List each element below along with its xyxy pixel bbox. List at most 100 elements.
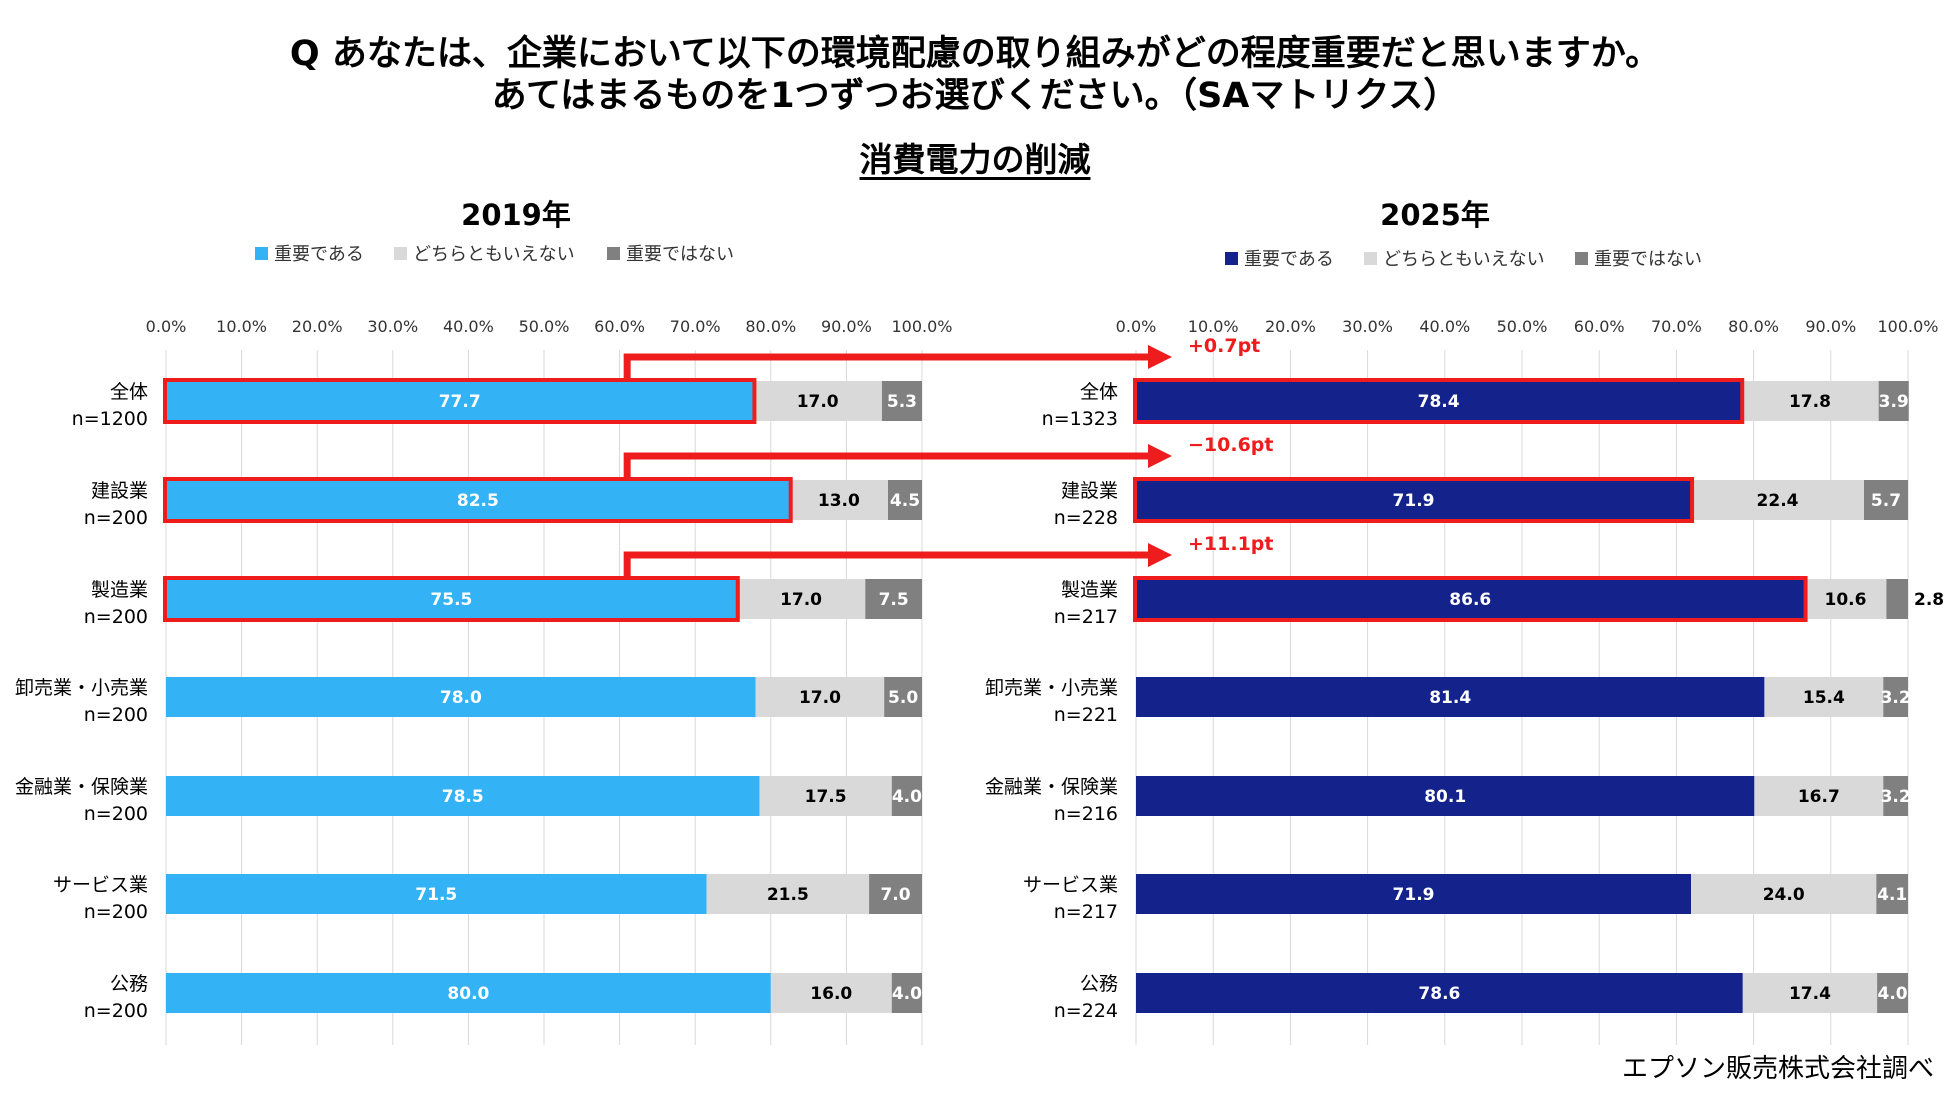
bar-value-label: 17.8: [1789, 392, 1831, 412]
bar-segment: [1878, 381, 1909, 421]
x-tick-label: 100.0%: [1877, 317, 1938, 336]
bar-value-label: 7.5: [879, 590, 909, 610]
bar-segment: [1136, 677, 1765, 717]
bar-segment: [869, 874, 922, 914]
bar-value-label: 4.0: [1877, 984, 1907, 1004]
bar-segment: [736, 579, 866, 619]
bar-segment: [865, 579, 922, 619]
bar-value-label: 81.4: [1429, 688, 1471, 708]
legend-swatch: [394, 247, 407, 260]
category-n: n=228: [1054, 507, 1118, 529]
x-tick-label: 70.0%: [1651, 317, 1702, 336]
change-arrow-head: [1148, 345, 1172, 369]
x-tick-label: 70.0%: [670, 317, 721, 336]
bar-value-label: 5.0: [888, 688, 918, 708]
bar-segment: [1136, 579, 1805, 619]
legend-label: どちらともいえない: [413, 244, 575, 265]
bar-segment: [1886, 579, 1908, 619]
bar-value-label: 2.8: [1914, 590, 1944, 610]
question-line-2: あてはまるものを1つずつお選びください。（SAマトリクス）: [491, 76, 1459, 116]
bar-segment: [755, 677, 885, 717]
legend-swatch: [1364, 252, 1377, 265]
x-tick-label: 80.0%: [745, 317, 796, 336]
highlight-frame: [1133, 378, 1745, 424]
bar-segment: [166, 677, 756, 717]
category-n: n=200: [84, 1000, 148, 1022]
change-arrow-line: [623, 551, 1152, 579]
bar-value-label: 78.6: [1418, 984, 1460, 1004]
source-note: エプソン販売株式会社調べ: [1621, 1054, 1934, 1084]
bar-segment: [891, 973, 922, 1013]
bar-segment: [1876, 874, 1908, 914]
bar-segment: [166, 973, 771, 1013]
x-tick-label: 0.0%: [1116, 317, 1157, 336]
bar-value-label: 21.5: [767, 885, 809, 905]
bar-segment: [706, 874, 870, 914]
bar-value-label: 4.1: [1877, 885, 1907, 905]
bar-value-label: 78.5: [442, 787, 484, 807]
bar-value-label: 71.5: [415, 885, 457, 905]
category-n: n=221: [1054, 704, 1118, 726]
category-label: 全体: [110, 381, 148, 403]
bar-value-label: 77.7: [439, 392, 481, 412]
x-tick-label: 0.0%: [146, 317, 187, 336]
legend-swatch: [1225, 252, 1238, 265]
bar-value-label: 3.2: [1881, 787, 1911, 807]
change-arrow-head: [1148, 444, 1172, 468]
category-n: n=200: [84, 901, 148, 923]
bar-value-label: 17.5: [805, 787, 847, 807]
bar-segment: [891, 776, 922, 816]
category-label: サービス業: [53, 874, 148, 896]
bar-segment: [1754, 776, 1884, 816]
bar-value-label: 16.0: [810, 984, 852, 1004]
bar-segment: [166, 480, 790, 520]
bar-segment: [1877, 973, 1908, 1013]
bar-value-label: 4.5: [890, 491, 920, 511]
x-tick-label: 90.0%: [1805, 317, 1856, 336]
x-tick-label: 10.0%: [216, 317, 267, 336]
change-annotation: −10.6pt: [1188, 434, 1273, 456]
bar-segment: [884, 677, 922, 717]
bar-segment: [166, 579, 737, 619]
legend-swatch: [255, 247, 268, 260]
bar-segment: [1136, 973, 1743, 1013]
bar-value-label: 80.0: [447, 984, 489, 1004]
bar-segment: [1764, 677, 1884, 717]
x-tick-label: 80.0%: [1728, 317, 1779, 336]
category-n: n=200: [84, 704, 148, 726]
category-n: n=1323: [1042, 408, 1118, 430]
panel-title: 2019年: [461, 198, 571, 232]
bar-value-label: 17.0: [780, 590, 822, 610]
highlight-frame: [1133, 477, 1695, 523]
bar-value-label: 71.9: [1393, 491, 1435, 511]
category-label: 建設業: [91, 480, 148, 502]
category-label: 製造業: [91, 579, 148, 601]
bar-segment: [881, 381, 922, 421]
category-label: 全体: [1080, 381, 1118, 403]
highlight-frame: [163, 378, 757, 424]
bar-segment: [1883, 677, 1908, 717]
bar-segment: [1883, 776, 1908, 816]
bar-segment: [1136, 480, 1692, 520]
legend-label: 重要である: [274, 244, 364, 265]
category-n: n=217: [1054, 606, 1118, 628]
bar-segment: [166, 874, 707, 914]
bar-segment: [1863, 480, 1908, 520]
change-arrow-head: [1148, 543, 1172, 567]
x-tick-label: 100.0%: [891, 317, 952, 336]
bar-value-label: 78.0: [440, 688, 482, 708]
bar-segment: [1136, 776, 1755, 816]
bar-value-label: 22.4: [1757, 491, 1799, 511]
x-tick-label: 20.0%: [1265, 317, 1316, 336]
category-n: n=216: [1054, 803, 1118, 825]
bar-value-label: 13.0: [818, 491, 860, 511]
x-tick-label: 10.0%: [1188, 317, 1239, 336]
bar-value-label: 71.9: [1393, 885, 1435, 905]
highlight-frame: [163, 576, 740, 622]
x-tick-label: 60.0%: [594, 317, 645, 336]
bar-value-label: 4.0: [892, 984, 922, 1004]
x-tick-label: 40.0%: [1419, 317, 1470, 336]
bar-value-label: 3.9: [1879, 392, 1909, 412]
category-label: 金融業・保険業: [15, 776, 148, 798]
